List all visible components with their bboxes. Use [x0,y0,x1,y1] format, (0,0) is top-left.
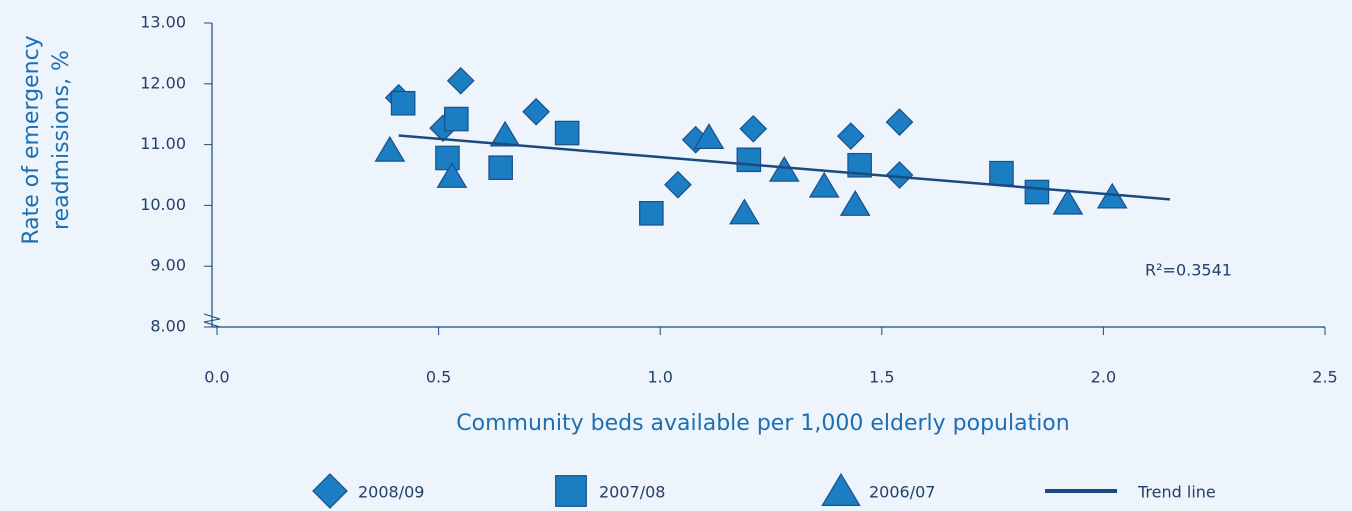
triangle-marker [1052,188,1084,215]
legend-label: 2007/08 [599,483,665,502]
diamond-marker [312,473,348,509]
x-tick-label: 0.0 [204,368,229,387]
triangle-marker [729,198,760,225]
triangle-marker [693,123,725,149]
legend-label: 2008/09 [358,483,424,502]
legend-label: 2006/07 [869,483,935,502]
triangle-marker [489,120,521,147]
trend-line [398,134,1170,201]
y-tick-label: 10.00 [140,195,186,214]
y-tick-label: 12.00 [140,73,186,92]
x-tick-label: 0.5 [426,368,451,387]
x-tick-label: 1.0 [647,368,672,387]
square-marker [1024,179,1050,205]
y-tick-label: 11.00 [140,134,186,153]
x-tick-label: 2.5 [1312,368,1337,387]
square-marker [736,147,762,173]
x-axis-label: Community beds available per 1,000 elder… [456,411,1069,436]
square-marker [488,155,513,181]
square-marker [390,90,416,116]
y-axis-label: Rate of emergency [19,35,44,244]
square-marker [444,106,469,132]
y-tick-label: 13.00 [140,13,186,32]
diamond-marker [664,170,692,199]
x-tick-label: 1.5 [869,368,894,387]
axis-break [203,313,221,328]
y-axis-label: readmissions, % [49,50,74,230]
triangle-marker [839,190,871,216]
diamond-marker [522,97,550,126]
diamond-marker [836,122,865,150]
y-tick-label: 9.00 [150,256,186,275]
square-marker [555,475,587,507]
legend-label: Trend line [1137,483,1216,502]
square-marker [847,152,872,178]
diamond-marker [739,114,768,143]
square-marker [989,160,1014,186]
diamond-marker [446,66,475,95]
diamond-marker [885,108,914,136]
square-marker [554,120,580,146]
diamond-marker [885,161,914,189]
triangle-marker [374,135,406,162]
annotation: R²=0.3541 [1145,261,1232,280]
square-marker [639,201,664,226]
triangle-marker [436,162,468,188]
triangle-marker [808,171,840,198]
triangle-marker [821,472,861,507]
square-marker [435,145,460,171]
y-tick-label: 8.00 [150,317,186,336]
x-tick-label: 2.0 [1091,368,1116,387]
